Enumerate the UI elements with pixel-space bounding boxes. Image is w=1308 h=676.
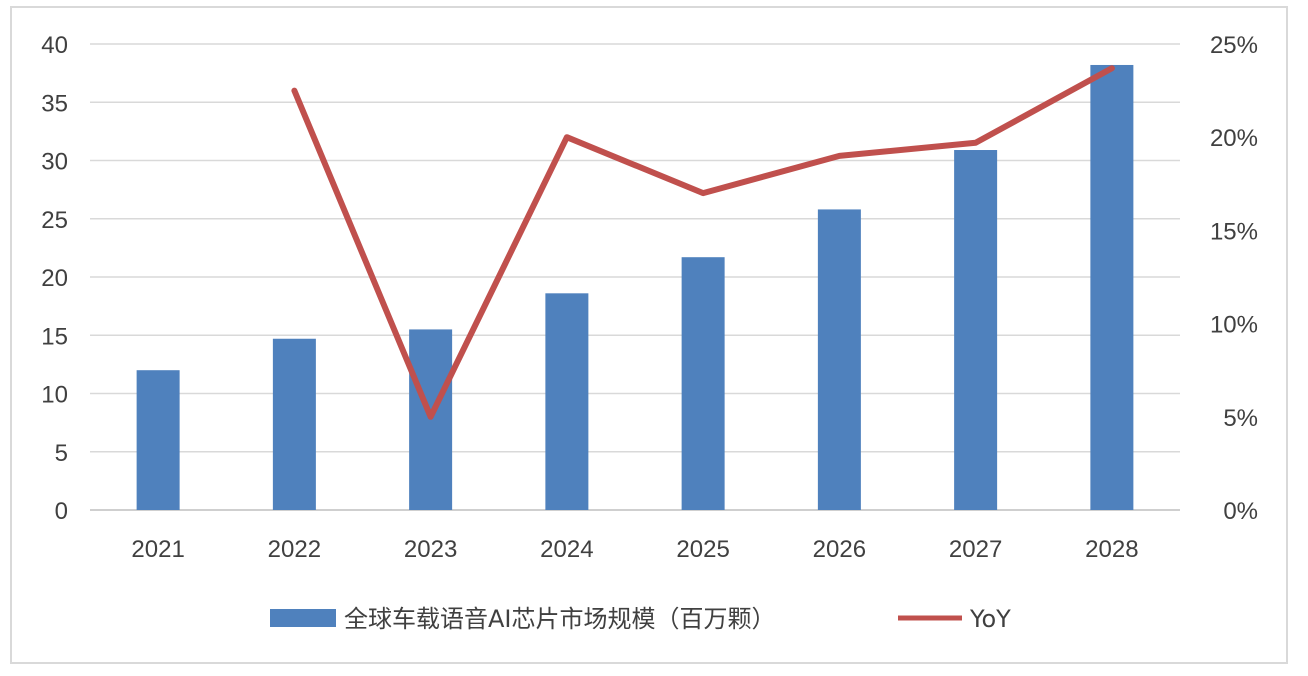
x-tick-label: 2023 [404,536,457,563]
yoy-line-series [291,65,1115,420]
bar [272,338,316,510]
bar [545,293,589,510]
x-tick-label: 2025 [676,536,729,563]
bar [954,150,998,510]
legend-swatch-bar [270,609,336,627]
y-right-tick-label: 15% [1210,218,1258,245]
y-left-tick-label: 0 [55,498,68,525]
y-left-tick-label: 30 [41,149,68,176]
y-right-tick-label: 25% [1210,32,1258,59]
y-left-tick-label: 25 [41,207,68,234]
bar-series [136,64,1134,510]
bar [1090,64,1134,510]
x-tick-label: 2027 [949,536,1002,563]
y-right-tick-label: 10% [1210,312,1258,339]
bar [136,370,180,510]
x-tick-label: 2022 [268,536,321,563]
bar [817,209,861,510]
y-left-tick-label: 5 [55,440,68,467]
legend-label-bar: 全球车载语音AI芯片市场规模（百万颗） [344,605,776,633]
y-left-tick-label: 35 [41,90,68,117]
x-tick-label: 2028 [1085,536,1138,563]
legend: 全球车载语音AI芯片市场规模（百万颗） YoY [270,605,1011,633]
right-axis-ticks: 0% 5% 10% 15% 20% 25% [1210,32,1258,525]
x-tick-label: 2026 [813,536,866,563]
y-right-tick-label: 5% [1223,405,1258,432]
left-axis-ticks: 0 5 10 15 20 25 30 35 40 [41,32,68,525]
y-left-tick-label: 10 [41,382,68,409]
x-tick-label: 2024 [540,536,593,563]
y-left-tick-label: 40 [41,32,68,59]
bar [681,257,725,510]
y-left-tick-label: 20 [41,265,68,292]
y-right-tick-label: 0% [1223,498,1258,525]
y-left-tick-label: 15 [41,323,68,350]
yoy-line [291,65,1115,420]
x-tick-label: 2021 [131,536,184,563]
y-right-tick-label: 20% [1210,125,1258,152]
x-axis-ticks: 2021 2022 2023 2024 2025 2026 2027 2028 [131,536,1138,563]
gridlines [90,43,1180,511]
legend-label-line: YoY [969,605,1011,633]
